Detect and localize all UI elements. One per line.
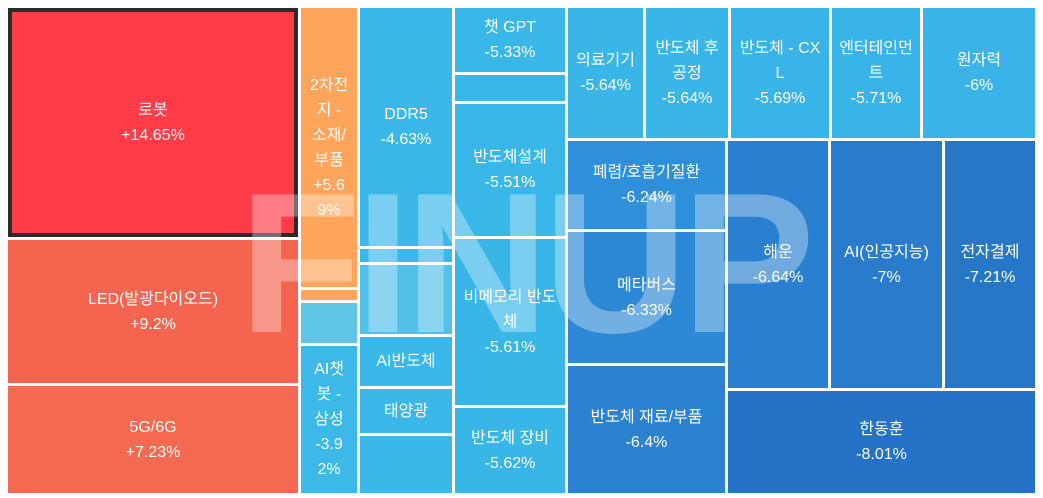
theme-tile[interactable]: DDR5 -4.63% — [360, 8, 452, 246]
theme-tile[interactable]: 의료기기 -5.64% — [568, 8, 643, 138]
theme-change: -7% — [872, 268, 901, 286]
theme-change: -5.69% — [754, 89, 806, 107]
theme-change: +5.69% — [313, 176, 345, 219]
theme-change: -5.62% — [484, 454, 536, 472]
theme-name: 5G/6G — [129, 418, 177, 436]
theme-name: 엔터테인먼트 — [839, 39, 913, 82]
theme-name: 해운 — [763, 243, 793, 261]
theme-tile-unlabeled[interactable] — [360, 436, 452, 493]
theme-tile[interactable]: AI챗봇 - 삼성 -3.92% — [301, 346, 357, 493]
theme-change: +7.23% — [125, 443, 181, 461]
theme-name: 비메모리 반도체 — [463, 288, 557, 331]
theme-change: -6.4% — [625, 433, 668, 451]
theme-tile[interactable]: 반도체 장비 -5.62% — [455, 408, 565, 493]
theme-tile[interactable]: 반도체 후공정 -5.64% — [646, 8, 728, 138]
theme-name: AI(인공지능) — [844, 243, 929, 261]
theme-change: -5.61% — [484, 338, 536, 356]
theme-tile[interactable]: 태양광 — [360, 389, 452, 433]
theme-tile[interactable]: LED(발광다이오드) +9.2% — [8, 240, 298, 383]
theme-name: 폐렴/호흡기질환 — [592, 164, 701, 181]
theme-name: 태양광 — [383, 402, 429, 420]
theme-name: DDR5 — [384, 106, 428, 123]
theme-name: 메타버스 — [617, 276, 676, 294]
theme-name: 반도체 후공정 — [655, 39, 719, 82]
theme-name: LED(발광다이오드) — [87, 290, 219, 308]
theme-tile-unlabeled[interactable] — [455, 75, 565, 101]
theme-tile[interactable]: 한동훈 -8.01% — [728, 391, 1035, 493]
theme-tile[interactable]: 메타버스 -6.33% — [568, 232, 725, 363]
theme-name: AI챗봇 - 삼성 — [314, 361, 344, 428]
theme-tile[interactable]: 폐렴/호흡기질환 -6.24% — [568, 141, 725, 229]
theme-change: -5.64% — [661, 89, 713, 107]
theme-tile[interactable]: AI반도체 — [360, 337, 452, 386]
theme-tile[interactable]: 엔터테인먼트 -5.71% — [832, 8, 920, 138]
theme-name: 반도체 장비 — [470, 429, 550, 447]
theme-name: 로봇 — [138, 101, 168, 119]
theme-name: 의료기기 — [576, 52, 635, 69]
theme-name: 전자결제 — [960, 243, 1020, 261]
theme-tile[interactable]: 해운 -6.64% — [728, 141, 828, 388]
theme-tile-unlabeled[interactable] — [301, 290, 357, 300]
theme-tile[interactable]: 비메모리 반도체 -5.61% — [455, 239, 565, 405]
theme-change: -6% — [964, 77, 994, 94]
theme-tile[interactable]: 반도체 재료/부품 -6.4% — [568, 366, 725, 493]
theme-tile[interactable]: 원자력 -6% — [923, 8, 1035, 138]
theme-tile-unlabeled[interactable] — [360, 265, 452, 334]
theme-change: -8.01% — [856, 446, 907, 463]
theme-name: 한동훈 — [859, 421, 904, 438]
theme-change: +14.65% — [121, 126, 185, 144]
theme-tile[interactable]: 2차전지 - 소재/부품 +5.69% — [301, 8, 357, 287]
theme-tile[interactable]: 반도체 - CXL -5.69% — [731, 8, 829, 138]
theme-name: AI반도체 — [376, 353, 436, 370]
theme-change: -5.71% — [850, 89, 902, 107]
theme-name: 반도체 재료/부품 — [590, 408, 703, 426]
theme-change: -3.92% — [315, 436, 343, 478]
theme-change: -5.64% — [580, 77, 631, 94]
theme-name: 2차전지 - 소재/부품 — [309, 76, 349, 169]
theme-tile[interactable]: 로봇 +14.65% — [8, 8, 298, 237]
theme-change: -5.51% — [484, 174, 536, 191]
theme-name: 원자력 — [956, 52, 1002, 69]
theme-change: -6.64% — [752, 268, 804, 286]
theme-tile[interactable]: 5G/6G +7.23% — [8, 386, 298, 493]
theme-change: -5.33% — [484, 44, 536, 61]
theme-tile-unlabeled[interactable] — [301, 303, 357, 343]
theme-tile[interactable]: AI(인공지능) -7% — [831, 141, 942, 388]
theme-tile-unlabeled[interactable] — [360, 249, 452, 262]
theme-name: 반도체설계 — [473, 149, 547, 166]
theme-change: -4.63% — [380, 131, 432, 148]
theme-name: 반도체 - CXL — [739, 39, 821, 82]
theme-change: -6.24% — [621, 189, 672, 206]
theme-tile[interactable]: 반도체설계 -5.51% — [455, 104, 565, 236]
theme-tile[interactable]: 챗 GPT -5.33% — [455, 8, 565, 72]
theme-change: -7.21% — [964, 268, 1016, 286]
theme-change: -6.33% — [621, 301, 672, 319]
theme-name: 챗 GPT — [483, 19, 537, 36]
theme-tile[interactable]: 전자결제 -7.21% — [945, 141, 1035, 388]
theme-change: +9.2% — [130, 315, 176, 333]
